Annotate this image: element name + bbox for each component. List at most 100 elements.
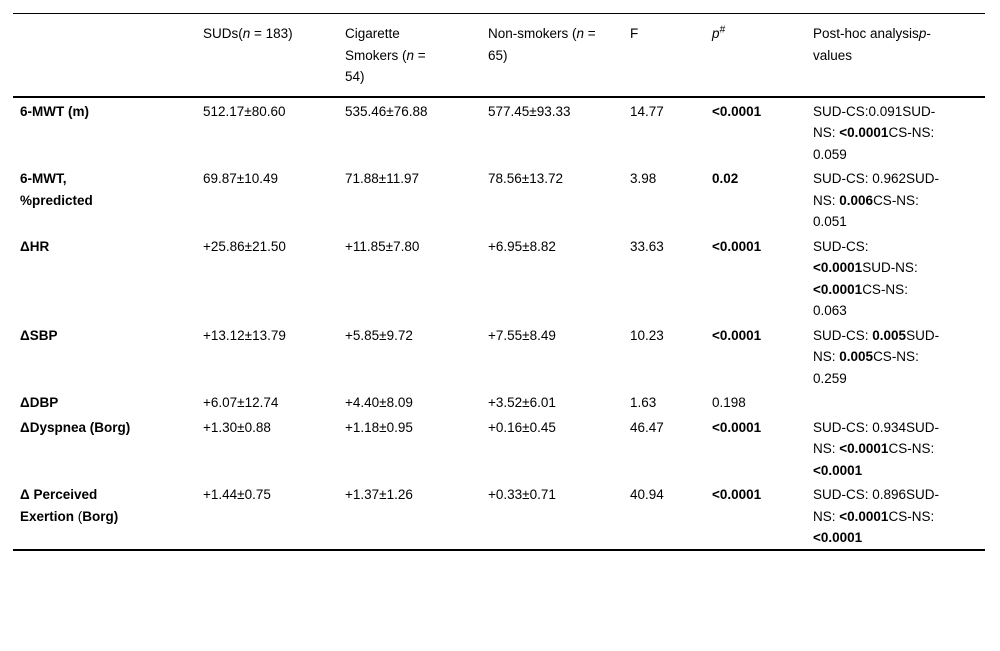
text-segment: n [576,26,585,41]
table-cell: +3.52±6.01 [488,389,630,414]
text-segment: 535.46±76.88 [345,103,428,119]
table-cell: SUD-CS:0.091SUD-NS: <0.0001CS-NS: 0.059 [813,97,985,166]
text-segment: p [712,26,720,41]
table-cell: 0.198 [712,389,813,414]
text-segment: +0.16±0.45 [488,419,556,435]
text-segment: n [406,47,415,63]
table-cell: 40.94 [630,481,712,550]
row-label-cell: ΔDBP [13,389,203,414]
text-segment: SUD-NS: [862,260,918,275]
text-segment: <0.0001 [813,281,863,297]
text-segment: <0.0001 [712,327,762,343]
text-segment: F [630,26,639,41]
text-segment: <0.0001 [813,462,863,478]
text-segment: ΔSBP [20,327,58,343]
text-segment: +6.07±12.74 [203,395,279,410]
text-segment: 512.17±80.60 [203,103,286,119]
table-cell: 10.23 [630,322,712,390]
text-segment: 0.005 [839,349,874,364]
table-cell: SUD-CS: 0.005SUD-NS: 0.005CS-NS: 0.259 [813,322,985,390]
table-cell: 535.46±76.88 [345,97,488,166]
text-segment: 0.02 [712,171,739,186]
text-segment: 33.63 [630,238,664,254]
results-table: SUDs(n = 183) Cigarette Smokers (n = 54) N… [13,13,985,551]
text-segment: <0.0001 [712,487,762,502]
text-segment: Borg) [82,508,119,524]
table-cell: 33.63 [630,233,712,322]
text-segment: +13.12±13.79 [203,327,286,343]
text-segment: SUD-NS: [813,327,940,365]
text-segment: +0.33±0.71 [488,487,556,502]
table-header: SUDs(n = 183) Cigarette Smokers (n = 54) N… [13,14,985,97]
text-segment: 3.98 [630,171,657,186]
text-segment: 14.77 [630,103,664,119]
table-cell: +4.40±8.09 [345,389,488,414]
table-cell: 577.45±93.33 [488,97,630,166]
text-segment: +3.52±6.01 [488,395,556,410]
text-segment: 40.94 [630,487,664,502]
text-segment: SUD-CS:0.091SUD-NS: [813,103,936,141]
text-segment: 0.005 [872,327,907,343]
table-cell: +0.16±0.45 [488,414,630,482]
table-cell: SUD-CS: 0.962SUD-NS: 0.006CS-NS: 0.051 [813,165,985,233]
table-row: 6-MWT, %predicted 69.87±10.49 71.88±11.97 7… [13,165,985,233]
text-segment: 78.56±13.72 [488,171,563,186]
text-segment: CS-NS: 0.051 [813,192,919,230]
text-segment: SUD-CS: 0.934SUD-NS: [813,419,940,457]
row-label-cell: ΔDyspnea (Borg) [13,414,203,482]
column-header-5: p# [712,14,813,97]
column-header-6: Post-hoc analysisp-values [813,14,985,97]
text-segment: <0.0001 [813,530,863,545]
text-segment: SUDs( [203,26,243,41]
table-cell: +6.07±12.74 [203,389,345,414]
text-segment: ( [77,508,83,524]
text-segment: Post-hoc analysis [813,26,919,41]
table-cell: +5.85±9.72 [345,322,488,390]
text-segment: 0.006 [839,192,874,208]
table-cell: 512.17±80.60 [203,97,345,166]
table-cell [813,389,985,414]
text-segment: +1.37±1.26 [345,487,413,502]
text-segment: = 54) [345,47,426,85]
table-cell: 1.63 [630,389,712,414]
table-cell: <0.0001 [712,322,813,390]
text-segment: Cigarette Smokers ( [345,26,407,63]
text-segment: 577.45±93.33 [488,103,571,119]
row-label-cell: 6-MWT (m) [13,97,203,166]
row-label-cell: Δ Perceived Exertion (Borg) [13,481,203,550]
text-segment: +1.44±0.75 [203,487,271,502]
text-segment: 10.23 [630,327,664,343]
table-cell: +7.55±8.49 [488,322,630,390]
table-row: Δ Perceived Exertion (Borg) +1.44±0.75 +1.… [13,481,985,550]
text-segment: SUD-CS: [813,327,873,343]
text-segment: n [242,26,251,41]
table-cell: +0.33±0.71 [488,481,630,550]
text-segment: <0.0001 [712,103,762,119]
text-segment: 6-MWT (m) [20,103,89,119]
text-segment: # [719,24,726,36]
column-header-0 [13,14,203,97]
text-segment: 46.47 [630,419,664,435]
text-segment: <0.0001 [839,508,889,524]
table-cell: +6.95±8.82 [488,233,630,322]
column-header-4: F [630,14,712,97]
text-segment: +6.95±8.82 [488,238,556,254]
text-segment: Δ Perceived Exertion [20,487,98,524]
text-segment: 71.88±11.97 [345,171,419,186]
text-segment: CS-NS: 0.063 [813,281,908,319]
table-cell: +11.85±7.80 [345,233,488,322]
text-segment: +7.55±8.49 [488,327,556,343]
text-segment: +11.85±7.80 [345,238,420,254]
text-segment: +1.30±0.88 [203,419,271,435]
text-segment: +4.40±8.09 [345,395,413,410]
table-row: ΔHR +25.86±21.50 +11.85±7.80 +6.95±8.82 33.6… [13,233,985,322]
text-segment: CS-NS: [888,508,935,524]
table-cell: +25.86±21.50 [203,233,345,322]
table-cell: SUD-CS: 0.896SUD-NS: <0.0001CS-NS: <0.00… [813,481,985,550]
text-segment: SUD-CS: [813,238,869,254]
table-cell: SUD-CS: <0.0001SUD-NS: <0.0001CS-NS: 0.0… [813,233,985,322]
column-header-3: Non-smokers (n = 65) [488,14,630,97]
table-cell: <0.0001 [712,481,813,550]
table-cell: 14.77 [630,97,712,166]
